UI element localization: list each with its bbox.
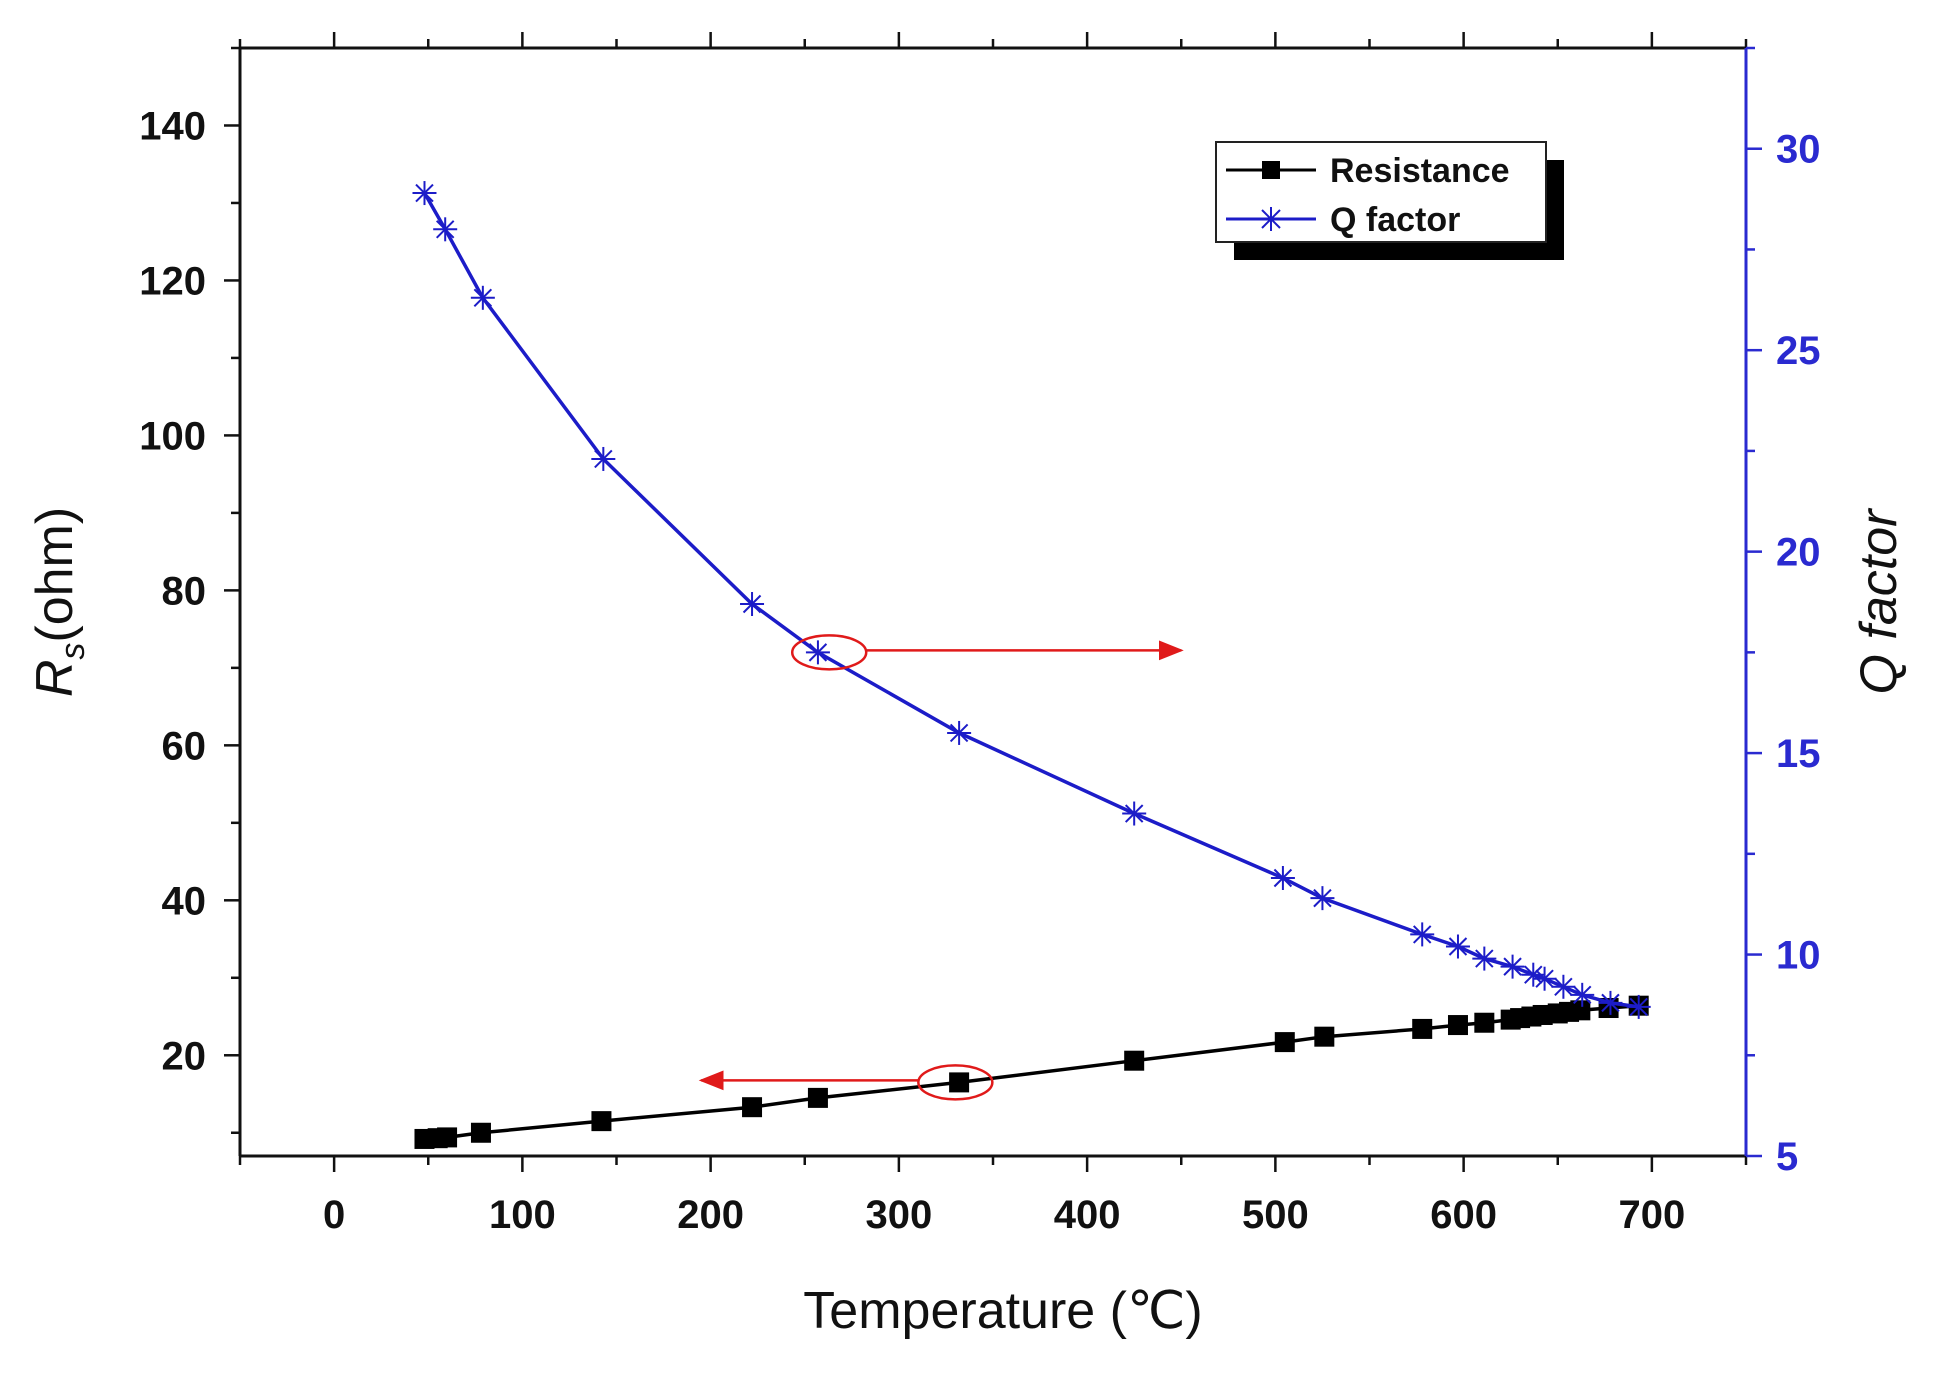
x-tick-label: 0	[323, 1193, 345, 1237]
x-tick-label: 100	[489, 1193, 556, 1237]
resistance-point	[1532, 1004, 1553, 1025]
q-factor-highlight-ellipse	[790, 634, 868, 671]
y-left-tick-label: 40	[162, 879, 207, 923]
y-right-tick-label: 20	[1776, 531, 1821, 575]
y-left-tick-label: 100	[139, 414, 206, 458]
x-tick-label: 500	[1242, 1193, 1309, 1237]
resistance-highlight-ellipse	[917, 1064, 994, 1101]
resistance-point	[1124, 1050, 1145, 1071]
q-factor-point	[1532, 966, 1557, 991]
q-factor-point	[1270, 865, 1295, 890]
resistance-point	[1274, 1032, 1295, 1053]
y-left-tick-label: 20	[162, 1034, 207, 1078]
q-factor-point	[470, 285, 495, 310]
y-right-tick-label: 10	[1776, 934, 1821, 978]
y-right-tick-label: 30	[1776, 128, 1821, 172]
q-factor-point	[1445, 934, 1470, 959]
q-factor-point	[1500, 954, 1525, 979]
y-left-axis-title: Rs(ohm)	[26, 507, 92, 697]
x-tick-label: 300	[866, 1193, 933, 1237]
legend: Resistance Q factor	[1215, 141, 1564, 260]
q-factor-point	[1626, 994, 1651, 1019]
resistance-point	[1474, 1012, 1495, 1033]
legend-resistance-marker	[1262, 161, 1280, 179]
resistance-point	[949, 1072, 970, 1093]
resistance-point	[1570, 1000, 1591, 1021]
q-factor-point	[1122, 801, 1147, 826]
y-right-tick-label: 5	[1776, 1135, 1798, 1179]
x-axis-title: Temperature (℃)	[803, 1282, 1202, 1340]
resistance-point	[807, 1087, 828, 1108]
q-factor-point	[433, 217, 458, 242]
q-factor-point	[947, 720, 972, 745]
y-left-tick-label: 120	[139, 259, 206, 303]
q-factor-point	[412, 181, 437, 206]
y-right-tick-label: 15	[1776, 732, 1821, 776]
resistance-point	[742, 1097, 763, 1118]
q-factor-point	[740, 592, 765, 617]
resistance-point	[437, 1127, 458, 1148]
y-left-tick-label: 80	[162, 569, 207, 613]
q-factor-point	[591, 446, 616, 471]
resistance-point	[591, 1111, 612, 1132]
q-factor-point	[1551, 974, 1576, 999]
legend-resistance-label: Resistance	[1330, 152, 1510, 190]
annotation-layer	[698, 634, 1184, 1101]
q-factor-point	[1570, 982, 1595, 1007]
resistance-point	[1447, 1015, 1468, 1036]
x-tick-label: 600	[1430, 1193, 1497, 1237]
legend-qfactor-marker	[1259, 207, 1283, 231]
q-factor-point	[1472, 946, 1497, 971]
q-factor-point	[1310, 886, 1335, 911]
series-layer	[412, 181, 1651, 1149]
axes-layer: 0 100 200 300 400 500 600 700 20 40 60 80 100 120 140 5…	[26, 32, 1908, 1340]
x-tick-label: 400	[1054, 1193, 1121, 1237]
legend-qfactor-label: Q factor	[1330, 201, 1460, 239]
resistance-point	[1314, 1026, 1335, 1047]
q-factor-line	[422, 192, 1639, 1009]
x-tick-label: 200	[677, 1193, 744, 1237]
resistance-point	[1412, 1018, 1433, 1039]
q-factor-point	[1598, 990, 1623, 1015]
resistance-point	[470, 1122, 491, 1143]
q-factor-point	[1410, 922, 1435, 947]
y-right-tick-label: 25	[1776, 329, 1821, 373]
y-left-tick-label: 140	[139, 104, 206, 148]
y-left-tick-label: 60	[162, 724, 207, 768]
q-factor-point	[805, 640, 830, 665]
y-right-axis-title: Q factor	[1850, 507, 1908, 695]
x-tick-label: 700	[1619, 1193, 1686, 1237]
